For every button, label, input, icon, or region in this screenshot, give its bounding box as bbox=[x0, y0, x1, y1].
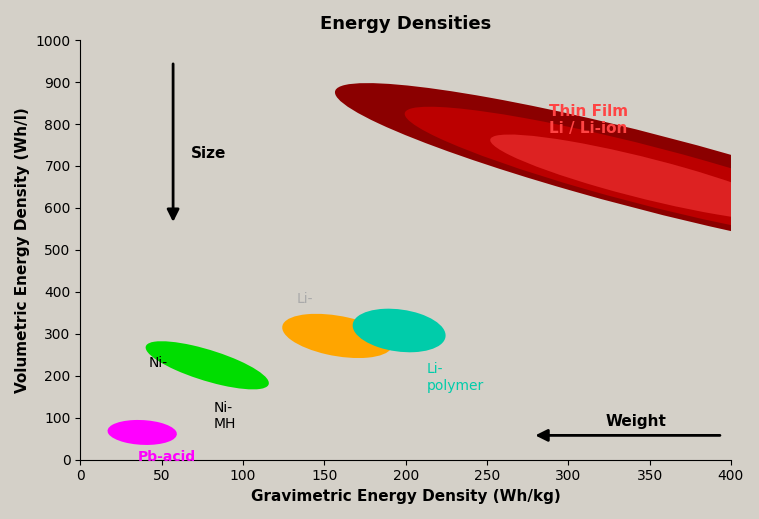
Ellipse shape bbox=[335, 83, 759, 262]
Ellipse shape bbox=[490, 134, 759, 221]
Text: Pb-acid: Pb-acid bbox=[137, 450, 196, 465]
Text: Ni-: Ni- bbox=[149, 356, 168, 370]
Ellipse shape bbox=[405, 107, 759, 244]
Ellipse shape bbox=[282, 314, 392, 358]
Text: Li-: Li- bbox=[297, 292, 313, 306]
Y-axis label: Volumetric Energy Density (Wh/l): Volumetric Energy Density (Wh/l) bbox=[15, 107, 30, 393]
Text: Thin Film
Li / Li-ion: Thin Film Li / Li-ion bbox=[549, 104, 628, 136]
Ellipse shape bbox=[146, 341, 269, 389]
Text: Li-
polymer: Li- polymer bbox=[427, 362, 484, 392]
Text: Size: Size bbox=[191, 146, 226, 160]
Text: Ni-
MH: Ni- MH bbox=[214, 401, 236, 431]
Text: Weight: Weight bbox=[606, 414, 666, 429]
X-axis label: Gravimetric Energy Density (Wh/kg): Gravimetric Energy Density (Wh/kg) bbox=[250, 489, 560, 504]
Title: Energy Densities: Energy Densities bbox=[320, 15, 491, 33]
Ellipse shape bbox=[353, 309, 446, 352]
Ellipse shape bbox=[108, 420, 177, 445]
